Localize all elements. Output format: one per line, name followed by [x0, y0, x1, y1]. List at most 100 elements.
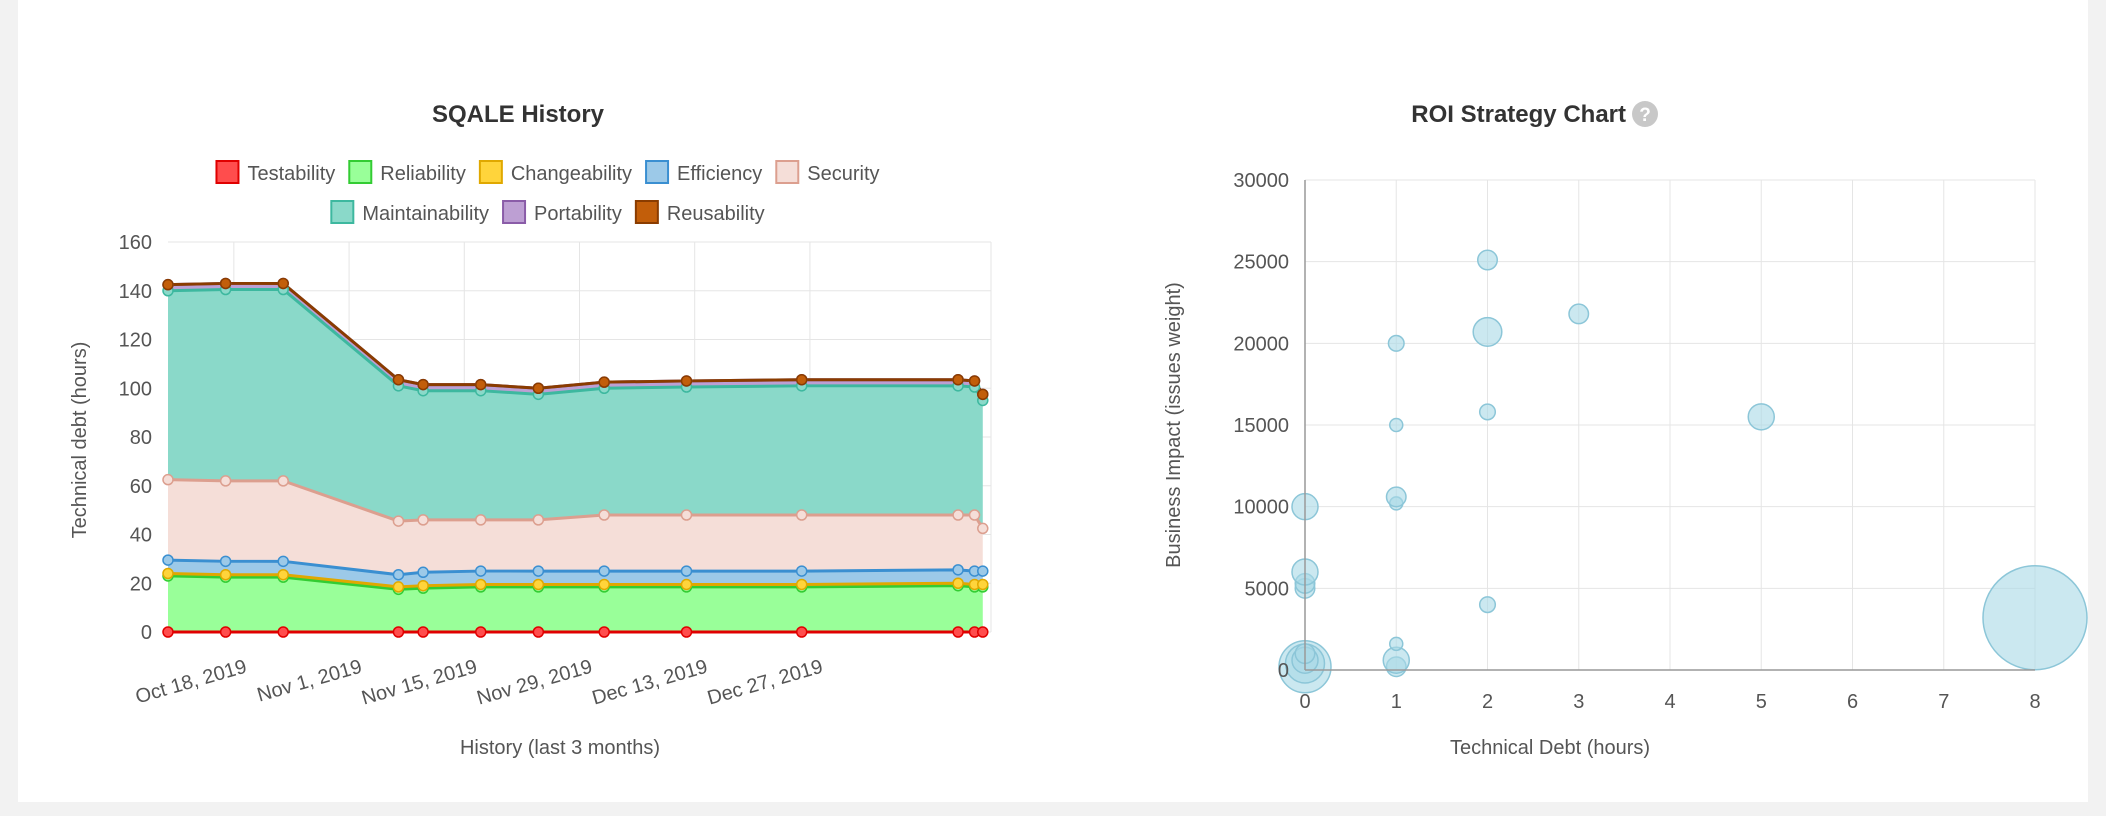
x-tick-label: 0 — [1299, 691, 1310, 713]
point-efficiency[interactable] — [598, 565, 610, 577]
point-changeability[interactable] — [392, 581, 405, 593]
point-reusability[interactable] — [392, 373, 405, 386]
legend-swatch — [634, 200, 659, 224]
x-tick-label: 3 — [1573, 691, 1584, 713]
y-tick-label: 15000 — [1233, 415, 1289, 437]
point-testability[interactable] — [219, 626, 232, 638]
point-reusability[interactable] — [795, 373, 808, 386]
legend-label: Security — [807, 163, 879, 185]
roi-bubble[interactable] — [1472, 316, 1503, 347]
point-changeability[interactable] — [952, 577, 964, 589]
legend-label: Portability — [534, 203, 622, 225]
point-reusability[interactable] — [219, 277, 232, 290]
roi-chart-title: ROI Strategy Chart — [1411, 101, 1626, 128]
point-efficiency[interactable] — [952, 564, 964, 576]
legend-item-maintainability[interactable]: Maintainability — [330, 200, 489, 225]
point-testability[interactable] — [598, 626, 610, 638]
point-security[interactable] — [474, 514, 487, 526]
point-reusability[interactable] — [952, 373, 964, 386]
x-tick-label: Dec 13, 2019 — [590, 656, 710, 710]
point-reusability[interactable] — [680, 375, 693, 387]
point-efficiency[interactable] — [219, 555, 232, 568]
point-testability[interactable] — [474, 626, 487, 638]
legend-swatch — [348, 160, 373, 184]
roi-bubble[interactable] — [1478, 596, 1497, 614]
point-efficiency[interactable] — [532, 565, 545, 577]
point-reusability[interactable] — [474, 378, 487, 391]
point-changeability[interactable] — [162, 567, 174, 580]
point-changeability[interactable] — [977, 578, 989, 591]
point-reusability[interactable] — [277, 277, 289, 290]
point-security[interactable] — [219, 475, 232, 487]
point-efficiency[interactable] — [474, 565, 487, 577]
point-testability[interactable] — [795, 626, 808, 638]
legend-item-security[interactable]: Security — [775, 160, 880, 185]
y-tick-label: 80 — [130, 427, 152, 449]
point-changeability[interactable] — [474, 578, 487, 591]
point-security[interactable] — [392, 515, 405, 527]
point-testability[interactable] — [392, 626, 405, 638]
roi-bubble[interactable] — [1477, 249, 1498, 271]
point-security[interactable] — [532, 514, 545, 526]
point-efficiency[interactable] — [392, 568, 405, 581]
point-efficiency[interactable] — [795, 565, 808, 577]
question-circle-icon[interactable]: ? — [1632, 101, 1658, 127]
point-security[interactable] — [977, 522, 989, 535]
x-tick-label: Nov 1, 2019 — [255, 656, 365, 707]
point-changeability[interactable] — [219, 568, 232, 581]
point-changeability[interactable] — [680, 578, 693, 591]
point-changeability[interactable] — [277, 568, 289, 581]
point-efficiency[interactable] — [277, 555, 289, 568]
roi-bubble[interactable] — [1747, 403, 1775, 431]
point-security[interactable] — [162, 473, 174, 486]
legend-item-reusability[interactable]: Reusability — [634, 200, 765, 225]
point-changeability[interactable] — [417, 579, 429, 592]
roi-bubble[interactable] — [1389, 636, 1404, 652]
roi-bubble[interactable] — [1389, 417, 1404, 433]
point-changeability[interactable] — [532, 578, 545, 591]
legend-item-portability[interactable]: Portability — [502, 200, 622, 225]
x-tick-label: Nov 29, 2019 — [474, 656, 594, 710]
point-efficiency[interactable] — [417, 566, 429, 579]
point-security[interactable] — [795, 509, 808, 521]
roi-bubble[interactable] — [1385, 486, 1407, 508]
legend-item-testability[interactable]: Testability — [215, 160, 335, 185]
point-security[interactable] — [968, 509, 981, 521]
legend-swatch — [215, 160, 240, 184]
point-efficiency[interactable] — [162, 554, 174, 566]
point-reusability[interactable] — [417, 378, 429, 391]
point-changeability[interactable] — [598, 578, 610, 591]
roi-bubble[interactable] — [1387, 334, 1405, 352]
point-testability[interactable] — [680, 626, 693, 638]
y-tick-label: 0 — [1278, 660, 1289, 682]
point-security[interactable] — [680, 509, 693, 521]
point-testability[interactable] — [952, 626, 964, 638]
legend-item-efficiency[interactable]: Efficiency — [645, 160, 762, 185]
roi-bubble[interactable] — [1478, 403, 1497, 421]
point-testability[interactable] — [162, 626, 174, 638]
point-changeability[interactable] — [795, 578, 808, 591]
point-reusability[interactable] — [162, 278, 174, 291]
point-reusability[interactable] — [598, 376, 610, 388]
sqale-x-axis-title: History (last 3 months) — [460, 737, 660, 759]
point-security[interactable] — [417, 514, 429, 526]
x-tick-label: 6 — [1847, 691, 1858, 713]
point-testability[interactable] — [532, 626, 545, 638]
area-efficiency — [168, 560, 983, 587]
point-security[interactable] — [952, 509, 964, 521]
point-testability[interactable] — [417, 626, 429, 638]
point-reusability[interactable] — [968, 375, 981, 387]
roi-bubble[interactable] — [1568, 303, 1590, 325]
point-reusability[interactable] — [977, 388, 989, 401]
point-efficiency[interactable] — [977, 565, 989, 577]
point-testability[interactable] — [977, 626, 989, 638]
point-security[interactable] — [277, 475, 289, 487]
x-tick-label: 2 — [1482, 691, 1493, 713]
point-testability[interactable] — [277, 626, 289, 638]
legend-item-changeability[interactable]: Changeability — [478, 160, 632, 185]
legend-item-reliability[interactable]: Reliability — [348, 160, 466, 185]
point-reusability[interactable] — [532, 382, 545, 394]
point-security[interactable] — [598, 509, 610, 521]
roi-bubble[interactable] — [1982, 564, 2088, 671]
point-efficiency[interactable] — [680, 565, 693, 577]
